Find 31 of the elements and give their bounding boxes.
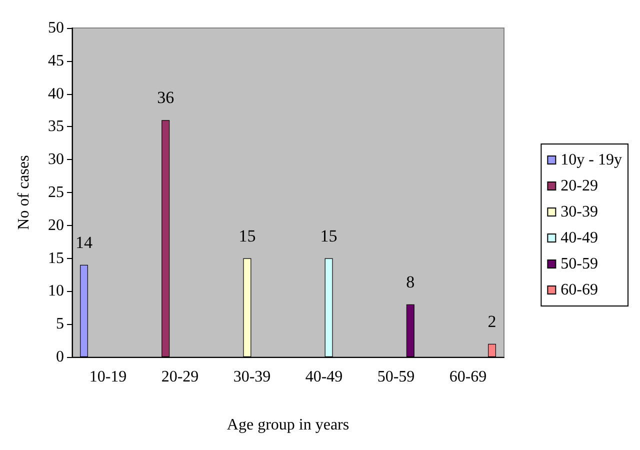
y-tick-label: 45 (48, 52, 64, 70)
data-label: 15 (238, 226, 256, 246)
y-tick-label: 40 (48, 85, 64, 102)
x-tick-label: 20-29 (161, 368, 199, 386)
y-tick-label: 5 (56, 316, 64, 333)
data-label: 36 (157, 88, 174, 108)
x-tick-label: 30-39 (233, 368, 271, 386)
legend-label: 40-49 (560, 230, 598, 246)
y-tick-label: 50 (48, 20, 64, 36)
y-axis-title: No of cases (16, 155, 32, 230)
x-tick-label: 50-59 (377, 368, 415, 386)
y-tick-label: 0 (56, 348, 64, 366)
y-tick-label: 10 (48, 282, 64, 300)
legend-label: 60-69 (560, 282, 598, 298)
y-tick-label: 20 (48, 216, 64, 234)
x-tick-label: 60-69 (449, 368, 487, 386)
data-label: 15 (320, 226, 338, 246)
data-label: 2 (488, 312, 496, 331)
legend-label: 20-29 (560, 178, 598, 194)
x-axis-title: Age group in years (226, 416, 350, 434)
x-tick-label: 40-49 (305, 368, 343, 386)
x-tick-label: 10-19 (89, 368, 127, 386)
legend-label: 10y - 19y (560, 152, 622, 168)
legend-label: 30-39 (560, 204, 598, 220)
y-tick-label: 25 (48, 184, 64, 201)
y-tick-label: 15 (48, 250, 64, 267)
legend-label: 50-59 (560, 256, 598, 272)
y-tick-label: 30 (48, 151, 64, 168)
data-label: 14 (76, 232, 93, 252)
data-label: 8 (406, 272, 415, 292)
y-tick-label: 35 (48, 118, 64, 136)
